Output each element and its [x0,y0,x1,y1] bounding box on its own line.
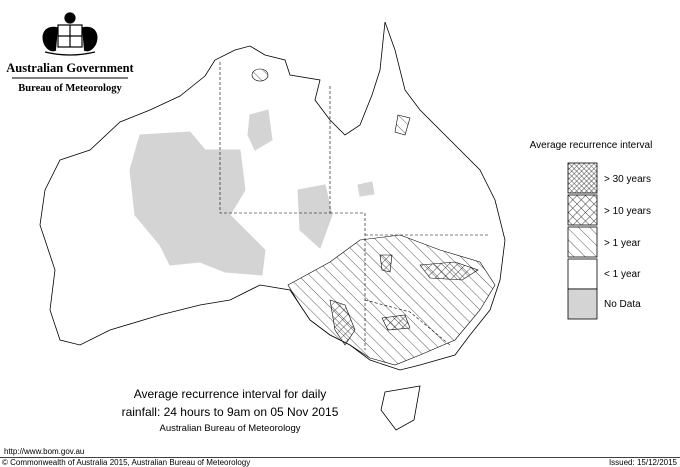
header-subtitle: Bureau of Meteorology [18,83,122,94]
recurrence-10-years [329,254,479,346]
legend-swatch [567,194,598,226]
legend-label: No Data [604,299,641,310]
legend-labels: > 30 years > 10 years > 1 year < 1 year … [604,174,651,310]
recurrence-1-year-north [251,68,411,136]
caption-line: Average recurrence interval for daily [134,387,327,401]
legend-label: > 30 years [604,174,651,185]
legend-label: > 1 year [604,238,641,249]
footer-url: http://www.bom.gov.au [4,447,84,456]
caption-line: rainfall: 24 hours to 9am on 05 Nov 2015 [122,405,339,419]
legend-swatch [567,162,598,194]
caption-source: Australian Bureau of Meteorology [160,423,301,434]
legend [567,162,598,320]
tasmania [380,385,421,431]
crest [42,12,98,56]
legend-swatch [567,226,598,258]
no-data-regions [129,109,375,276]
footer-copyright: © Commonwealth of Australia 2015, Austra… [2,458,250,467]
legend-swatch [567,288,598,320]
header-title: Australian Government [6,61,134,75]
footer-issued: Issued: 15/12/2015 [609,458,678,467]
state-borders [219,62,490,350]
legend-swatch [567,258,598,290]
legend-label: < 1 year [604,269,641,280]
legend-label: > 10 years [604,206,651,217]
legend-title: Average recurrence interval [530,140,653,151]
